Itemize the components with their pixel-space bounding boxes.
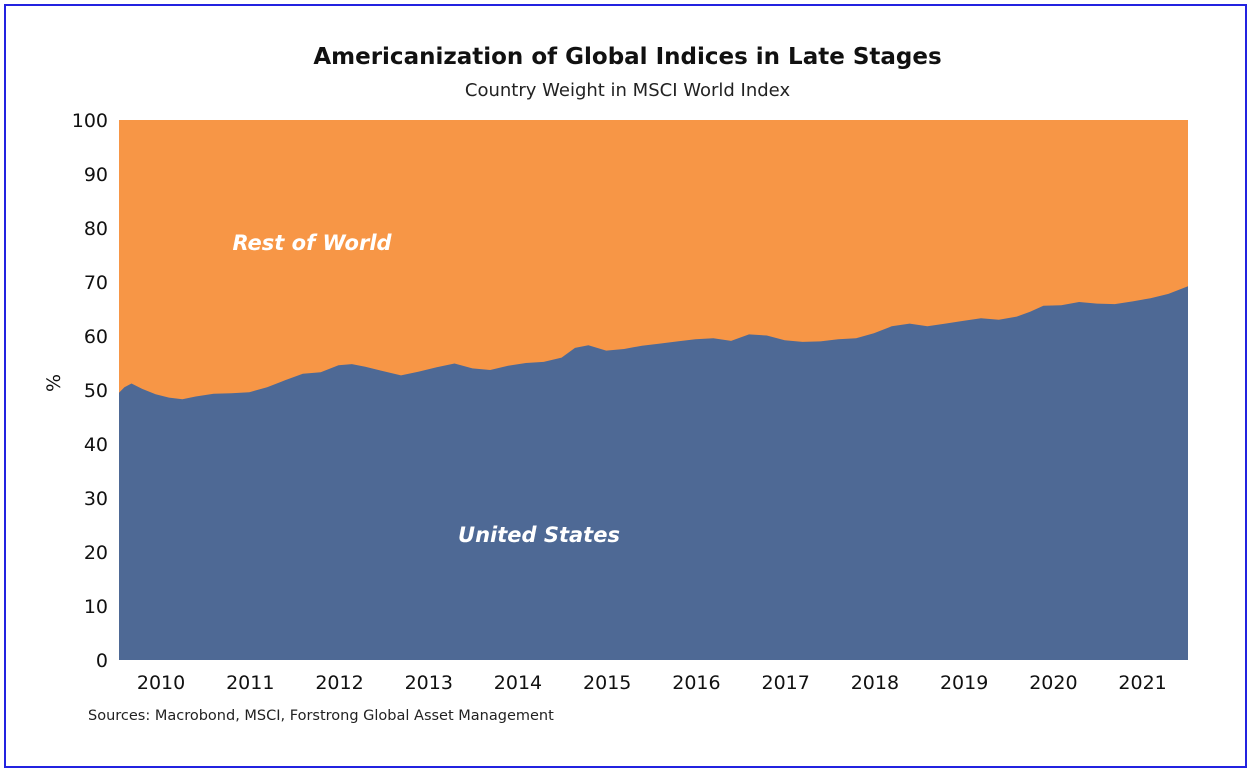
chart-frame (4, 4, 1247, 768)
source-note: Sources: Macrobond, MSCI, Forstrong Glob… (88, 708, 554, 724)
x-tick-label: 2020 (1029, 672, 1077, 694)
x-tick-label: 2010 (137, 672, 185, 694)
y-axis-label: % (43, 374, 65, 392)
y-tick-label: 70 (84, 272, 108, 294)
y-tick-label: 20 (84, 542, 108, 564)
y-tick-label: 90 (84, 164, 108, 186)
x-tick-label: 2014 (494, 672, 542, 694)
y-tick-label: 80 (84, 218, 108, 240)
y-tick-label: 0 (96, 650, 108, 672)
x-tick-label: 2021 (1118, 672, 1166, 694)
united-states-area (119, 286, 1188, 660)
annotation-rest-of-world: Rest of World (232, 231, 392, 255)
annotation-united-states: United States (458, 523, 620, 547)
x-tick-label: 2018 (851, 672, 899, 694)
x-tick-label: 2012 (315, 672, 363, 694)
y-tick-label: 40 (84, 434, 108, 456)
chart-title: Americanization of Global Indices in Lat… (313, 44, 942, 70)
chart-subtitle: Country Weight in MSCI World Index (464, 80, 791, 101)
x-tick-label: 2013 (405, 672, 453, 694)
x-tick-label: 2011 (226, 672, 274, 694)
x-tick-label: 2015 (583, 672, 631, 694)
y-tick-label: 10 (84, 596, 108, 618)
x-tick-label: 2017 (761, 672, 809, 694)
y-tick-label: 30 (84, 488, 108, 510)
x-tick-label: 2019 (940, 672, 988, 694)
y-tick-label: 60 (84, 326, 108, 348)
x-tick-label: 2016 (672, 672, 720, 694)
y-tick-label: 50 (84, 380, 108, 402)
y-tick-label: 100 (72, 110, 108, 132)
